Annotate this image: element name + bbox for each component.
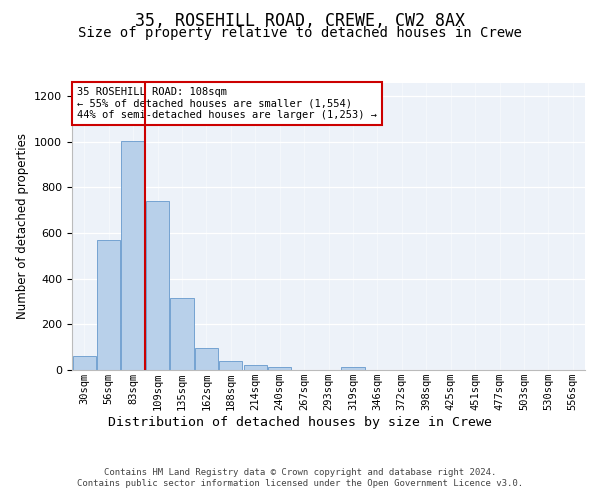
Bar [97,240,120,370]
Text: Distribution of detached houses by size in Crewe: Distribution of detached houses by size … [108,416,492,429]
Bar [146,201,169,370]
Text: Contains HM Land Registry data © Crown copyright and database right 2024.
Contai: Contains HM Land Registry data © Crown c… [77,468,523,487]
Bar [170,298,194,370]
Bar [341,366,365,370]
Text: 35 ROSEHILL ROAD: 108sqm
← 55% of detached houses are smaller (1,554)
44% of sem: 35 ROSEHILL ROAD: 108sqm ← 55% of detach… [77,87,377,120]
Bar [121,140,145,370]
Text: 35, ROSEHILL ROAD, CREWE, CW2 8AX: 35, ROSEHILL ROAD, CREWE, CW2 8AX [135,12,465,30]
Bar [195,348,218,370]
Y-axis label: Number of detached properties: Number of detached properties [16,133,29,320]
Bar [244,365,267,370]
Text: Size of property relative to detached houses in Crewe: Size of property relative to detached ho… [78,26,522,40]
Bar [268,368,291,370]
Bar [73,356,96,370]
Bar [219,362,242,370]
